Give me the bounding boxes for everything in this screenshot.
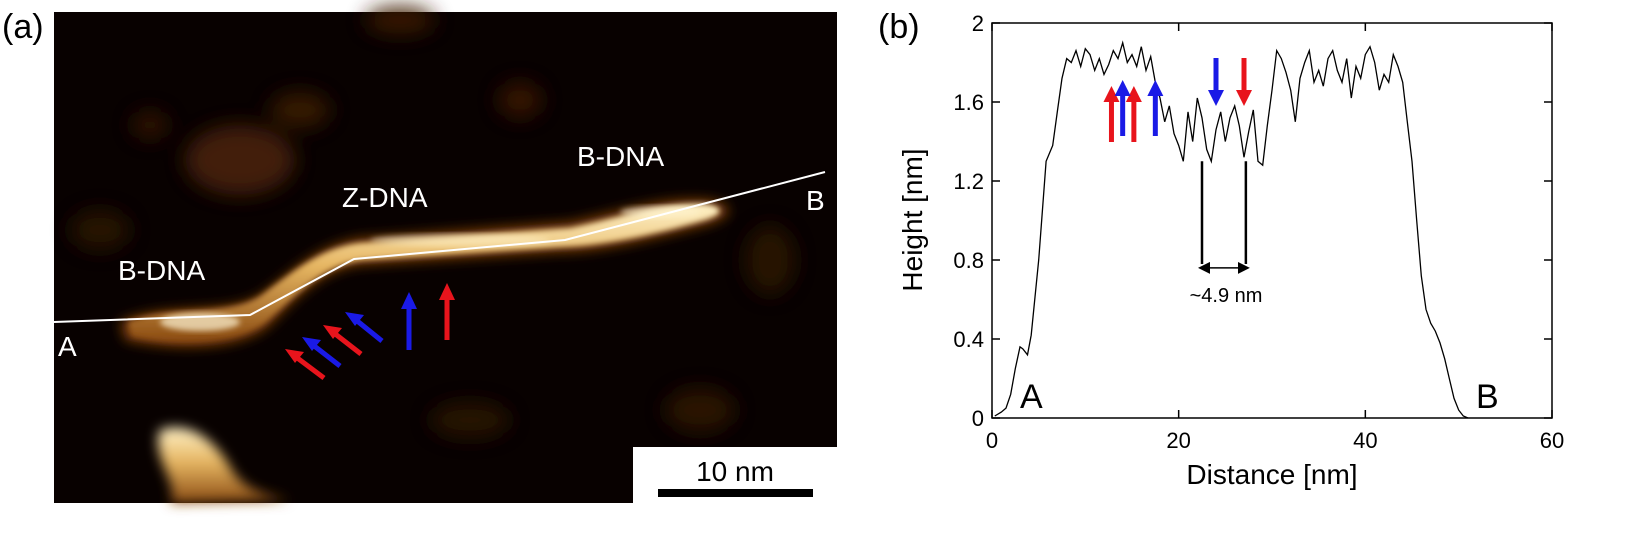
panel-a: (a) [2,6,837,503]
chart-plot: 0 20 40 60 0 0.4 0.8 1.2 1.6 2 [953,11,1564,453]
panel-b: (b) 0 20 40 60 0 0.4 0.8 1.2 1.6 2 Height [nm] Di… [878,8,1564,490]
label-end-b: B [806,185,825,216]
scale-bar-label: 10 nm [696,456,774,487]
blue-arrow-icon [1208,58,1224,106]
x-tick-label: 60 [1540,428,1564,453]
panel-a-arrows [285,283,455,380]
blue-arrow-icon [1147,80,1164,136]
label-z-dna: Z-DNA [342,182,428,213]
blue-arrow-icon [302,337,342,368]
height-profile-line [994,40,1469,419]
red-arrow-icon [1103,86,1120,142]
axis-ticks [991,22,1553,419]
y-tick-label: 0 [972,406,984,431]
chart-end-a: A [1020,378,1043,416]
x-tick-label: 0 [986,428,998,453]
x-tick-label: 40 [1353,428,1377,453]
y-tick-label: 1.2 [953,169,984,194]
blue-arrow-icon [401,292,417,350]
axis-tick-labels: 0 20 40 60 0 0.4 0.8 1.2 1.6 2 [953,11,1564,453]
red-arrow-icon [1125,86,1142,142]
blue-arrow-icon [1114,80,1131,136]
chart-end-b: B [1476,378,1499,416]
y-tick-label: 0.4 [953,327,984,352]
spacing-label: ~4.9 nm [1190,285,1263,307]
label-end-a: A [58,331,77,362]
dna-fragment-lower [157,427,290,503]
y-tick-label: 2 [972,11,984,36]
profile-annotations [1103,58,1252,274]
y-tick-label: 0.8 [953,248,984,273]
afm-background-texture [70,6,795,438]
red-arrow-icon [285,349,326,380]
label-b-dna-right: B-DNA [577,141,664,172]
red-arrow-icon [1236,58,1252,106]
scale-bar [658,489,813,497]
profile-line [53,171,826,323]
y-axis-label: Height [nm] [897,148,928,291]
plot-frame [991,22,1553,419]
label-b-dna-left: B-DNA [118,255,205,286]
panel-a-label: (a) [2,8,44,46]
panel-b-label: (b) [878,8,920,46]
y-tick-label: 1.6 [953,90,984,115]
red-arrow-icon [323,325,363,356]
red-arrow-icon [439,283,455,340]
x-tick-label: 20 [1166,428,1190,453]
blue-arrow-icon [345,312,384,343]
x-axis-label: Distance [nm] [1186,459,1357,490]
